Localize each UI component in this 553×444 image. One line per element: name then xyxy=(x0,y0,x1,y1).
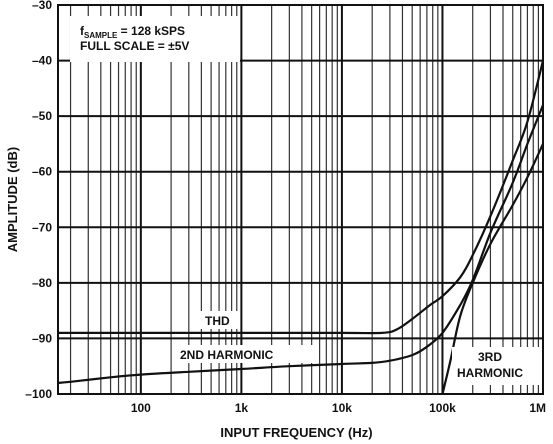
series-label-2nd-harmonic: 2ND HARMONIC xyxy=(180,348,274,362)
y-tick-label: –90 xyxy=(32,331,52,345)
series-label-bg-thd xyxy=(198,311,240,329)
series-line-thd xyxy=(58,60,545,335)
x-tick-label: 1M xyxy=(529,401,546,415)
annotation-line-1: fSAMPLE = 128 kSPS xyxy=(80,24,185,40)
series-label-bg-2nd-harmonic xyxy=(175,345,315,363)
series-line-3rd-harmonic xyxy=(441,143,544,395)
x-axis-title: INPUT FREQUENCY (Hz) xyxy=(220,425,372,440)
x-tick-label: 100k xyxy=(429,401,456,415)
annotation-background xyxy=(70,16,240,62)
y-tick-label: –100 xyxy=(25,387,52,401)
y-tick-label: –60 xyxy=(32,165,52,179)
series-layer xyxy=(57,60,545,395)
x-tick-label: 1k xyxy=(235,401,249,415)
plot-frame xyxy=(57,4,544,395)
annotation-fsample-value: = 128 kSPS xyxy=(117,24,185,38)
series-label-3rd-harmonic: 3RD xyxy=(478,350,502,364)
annotation-fsample-f: f xyxy=(80,24,85,38)
grid-minor xyxy=(69,5,539,394)
y-tick-label: –50 xyxy=(32,109,52,123)
annotation-fsample-subscript: SAMPLE xyxy=(84,31,118,40)
series-labels: THD 2ND HARMONIC 3RD HARMONIC xyxy=(175,311,540,385)
series-line-2nd-harmonic xyxy=(57,104,545,384)
y-tick-label: –30 xyxy=(32,0,52,12)
annotation-box: fSAMPLE = 128 kSPS FULL SCALE = ±5V xyxy=(70,16,240,62)
series-label-thd: THD xyxy=(205,314,230,328)
y-axis-ticks: –30 –40 –50 –60 –70 –80 –90 –100 xyxy=(25,0,52,401)
x-tick-label: 10k xyxy=(332,401,352,415)
y-tick-label: –80 xyxy=(32,276,52,290)
y-tick-label: –70 xyxy=(32,220,52,234)
x-tick-label: 100 xyxy=(131,401,151,415)
annotation-line-2: FULL SCALE = ±5V xyxy=(80,39,189,53)
series-label-bg-3rd-harmonic xyxy=(452,347,540,385)
y-axis-title: AMPLITUDE (dB) xyxy=(5,147,20,252)
y-tick-label: –40 xyxy=(32,54,52,68)
series-label-3rd-harmonic: HARMONIC xyxy=(457,366,523,380)
x-axis-ticks: 100 1k 10k 100k 1M xyxy=(131,401,546,415)
